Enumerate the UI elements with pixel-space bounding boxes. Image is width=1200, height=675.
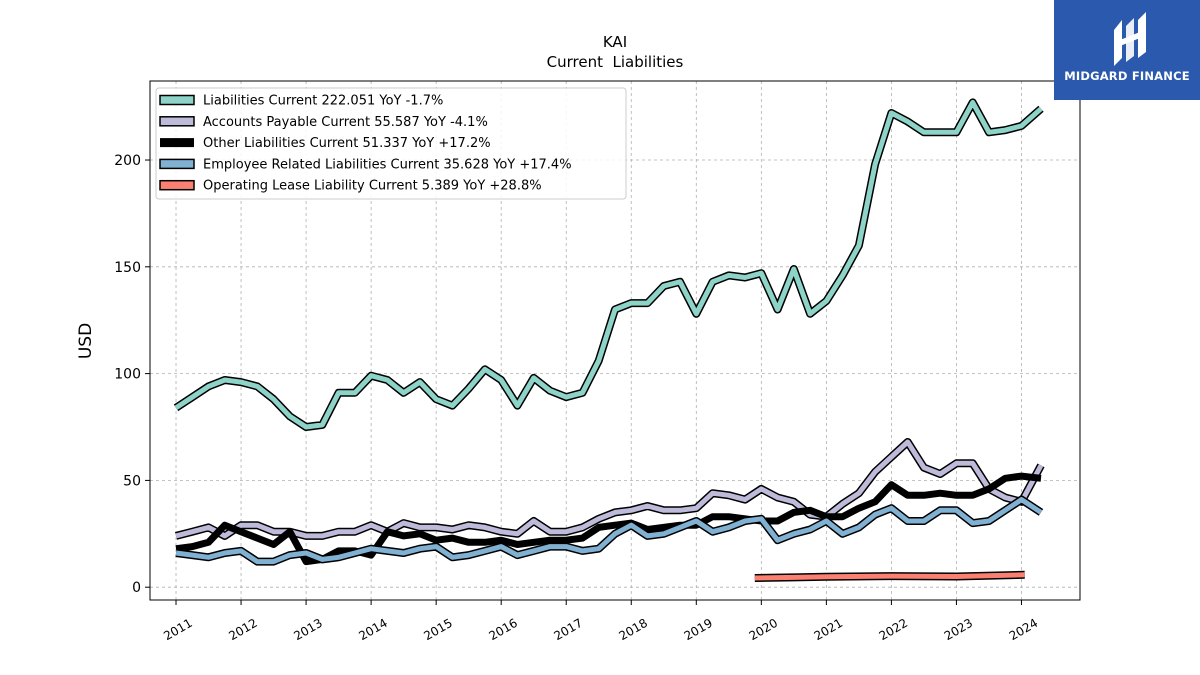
plot-area (173, 98, 1045, 582)
x-tick-label: 2018 (617, 616, 650, 643)
x-tick-label: 2020 (747, 616, 780, 643)
chart-title: KAI (603, 33, 627, 51)
legend-label: Employee Related Liabilities Current 35.… (203, 157, 572, 172)
y-tick-label: 200 (114, 153, 141, 169)
legend-frame (155, 87, 627, 200)
legend-label: Other Liabilities Current 51.337 YoY +17… (203, 136, 491, 151)
series-line-0 (173, 98, 1044, 431)
legend-swatch (160, 138, 194, 148)
legend-label: Operating Lease Liability Current 5.389 … (203, 179, 542, 194)
x-tick-label: 2023 (942, 616, 975, 643)
series-line-1 (175, 438, 1045, 540)
y-tick-label: 150 (114, 260, 141, 276)
legend-label: Liabilities Current 222.051 YoY -1.7% (203, 94, 443, 109)
x-tick-label: 2017 (551, 616, 584, 643)
series-line-4 (754, 570, 1025, 582)
x-tick-label: 2016 (486, 616, 519, 643)
axes-frame (149, 80, 1081, 601)
legend-item: Other Liabilities Current 51.337 YoY +17… (160, 136, 491, 151)
brand-logo: MIDGARD FINANCE (1054, 0, 1200, 100)
legend-label: Accounts Payable Current 55.587 YoY -4.1… (203, 115, 488, 130)
series-line-3 (175, 495, 1044, 566)
x-tick-label: 2015 (421, 616, 454, 643)
legend-item: Liabilities Current 222.051 YoY -1.7% (159, 94, 443, 109)
y-tick-label: 0 (132, 580, 141, 596)
x-tick-label: 2012 (226, 616, 259, 643)
legend-item: Employee Related Liabilities Current 35.… (159, 157, 572, 172)
legend-swatch (159, 116, 195, 127)
x-tick-label: 2011 (161, 616, 194, 643)
legend-item: Operating Lease Liability Current 5.389 … (159, 179, 542, 194)
x-tick-label: 2024 (1007, 616, 1040, 643)
x-tick-label: 2014 (356, 616, 389, 643)
legend-swatch (159, 94, 195, 106)
logo-mark-icon (1114, 12, 1146, 66)
y-tick-label: 50 (123, 473, 141, 489)
y-tick-label: 100 (114, 367, 141, 383)
legend-swatch (159, 158, 195, 170)
legend-swatch (159, 179, 195, 191)
chart-subtitle: Current Liabilities (547, 53, 684, 71)
x-tick-label: 2019 (682, 616, 715, 643)
x-tick-label: 2021 (812, 616, 845, 643)
brand-name: MIDGARD FINANCE (1064, 69, 1190, 83)
x-tick-label: 2022 (877, 616, 910, 643)
y-axis-label: USD (76, 323, 96, 359)
legend-item: Accounts Payable Current 55.587 YoY -4.1… (159, 115, 488, 130)
legend: Liabilities Current 222.051 YoY -1.7% Acc… (155, 87, 627, 200)
x-tick-label: 2013 (291, 616, 324, 643)
